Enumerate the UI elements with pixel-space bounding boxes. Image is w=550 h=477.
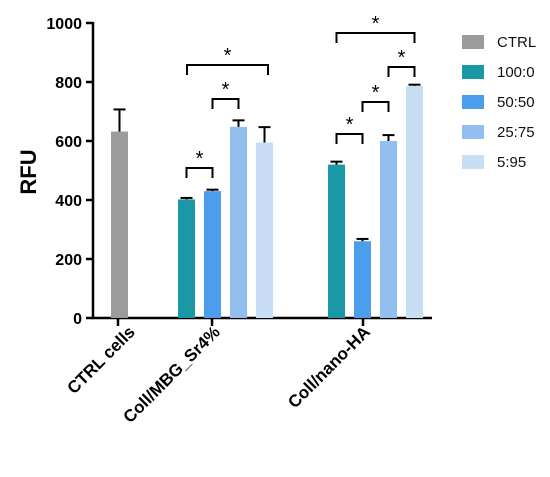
legend-label: 5:95 (497, 154, 526, 171)
category-label: Coll/nano-HA (284, 322, 374, 412)
bar-50-50 (354, 241, 371, 318)
significance-star: * (222, 79, 230, 101)
significance-bracket (186, 64, 269, 75)
significance-bracket (387, 66, 416, 77)
legend-label: 50:50 (497, 94, 535, 111)
legend-swatch (462, 65, 484, 79)
legend: CTRL 100:0 50:50 25:75 5:95 (462, 34, 536, 171)
bar-50-50 (204, 191, 221, 318)
y-tick-label: 800 (55, 75, 82, 92)
legend-swatch (462, 125, 484, 139)
category-label: CTRL cells (63, 322, 138, 397)
legend-swatch (462, 155, 484, 169)
y-axis-title: RFU (16, 149, 41, 194)
bar-5-95 (406, 85, 423, 319)
legend-swatch (462, 35, 484, 49)
significance-star: * (224, 45, 232, 67)
significance-star: * (372, 13, 380, 35)
legend-swatch (462, 95, 484, 109)
significance-bracket (361, 101, 390, 112)
bar-100-0 (178, 199, 195, 318)
significance-bracket (335, 133, 364, 144)
bar-25-75 (230, 126, 247, 318)
bar-CTRL (111, 131, 128, 318)
significance-bracket (185, 167, 214, 178)
bar-5-95 (256, 142, 273, 318)
y-tick-label: 200 (55, 252, 82, 269)
significance-bracket (211, 98, 240, 109)
bar-25-75 (380, 141, 397, 318)
legend-label: 25:75 (497, 124, 535, 141)
y-tick-label: 0 (73, 311, 82, 328)
significance-star: * (398, 47, 406, 69)
y-tick-label: 400 (55, 193, 82, 210)
significance-star: * (346, 114, 354, 136)
significance-bracket (335, 32, 416, 43)
significance-star: * (196, 148, 204, 170)
significance-star: * (372, 82, 380, 104)
y-tick-label: 600 (55, 134, 82, 151)
y-tick-label: 1000 (46, 16, 82, 33)
bar-100-0 (328, 164, 345, 318)
legend-label: 100:0 (497, 64, 535, 81)
legend-label: CTRL (497, 34, 536, 51)
